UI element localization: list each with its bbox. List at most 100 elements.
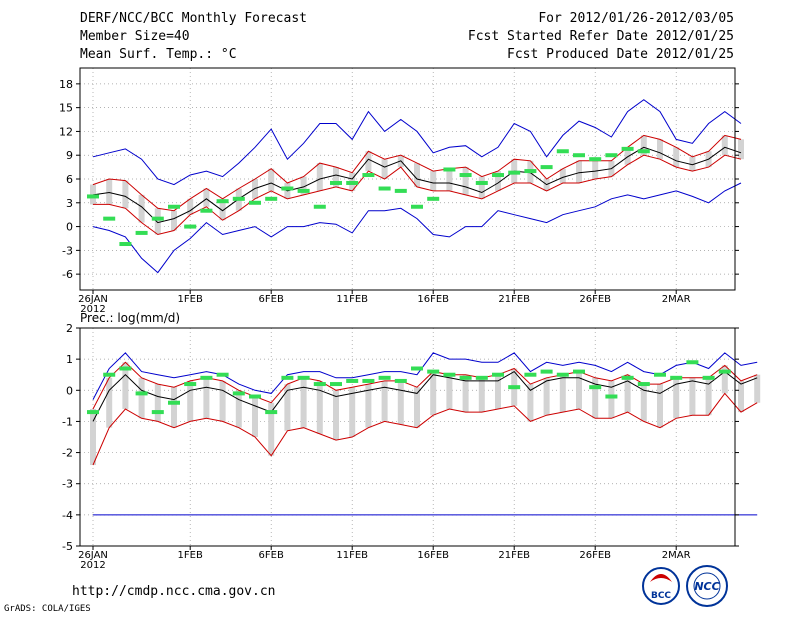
spread-bar (203, 377, 210, 419)
x-tick-label: 6FEB (259, 294, 284, 305)
spread-bar (462, 374, 469, 413)
observed-mark (265, 196, 278, 201)
spread-bar (689, 156, 696, 172)
observed-mark (281, 186, 294, 191)
spread-bar (90, 408, 96, 466)
source-url[interactable]: http://cmdp.ncc.cma.gov.cn (72, 584, 276, 599)
spread-bar (284, 384, 291, 431)
observed-mark (87, 410, 99, 415)
x-tick-label: 26FEB (579, 294, 611, 305)
spread-bar (414, 163, 420, 187)
spread-bar (592, 377, 599, 419)
observed-mark (103, 372, 116, 377)
observed-mark (249, 394, 261, 399)
spread-bar (446, 168, 453, 191)
x-tick-label: 1FEB (178, 550, 203, 561)
observed-mark (249, 200, 261, 205)
y-tick-label: 0 (66, 221, 73, 234)
spread-bar (462, 167, 469, 195)
spread-bar (349, 387, 356, 437)
y-tick-label: -3 (62, 478, 73, 491)
spread-bar (154, 208, 161, 235)
observed-mark (87, 194, 99, 199)
observed-mark (346, 378, 359, 383)
y-tick-label: 9 (66, 149, 73, 162)
spread-bar (495, 374, 501, 409)
x-tick-label: 26JAN (78, 550, 108, 561)
observed-mark (232, 391, 245, 396)
observed-mark (492, 372, 504, 377)
observed-mark (297, 188, 310, 193)
observed-mark (475, 375, 488, 380)
observed-mark (556, 372, 569, 377)
observed-mark (281, 375, 294, 380)
observed-mark (394, 188, 407, 193)
y-tick-label: 18 (59, 78, 73, 91)
spread-bar (608, 380, 615, 419)
y-tick-label: -2 (62, 447, 73, 460)
x-tick-label: 26JAN (78, 294, 108, 305)
member-size: Member Size=40 (80, 29, 190, 44)
observed-mark (573, 369, 585, 374)
spread-bar (559, 168, 566, 183)
spread-bar (171, 387, 177, 428)
observed-mark (184, 382, 197, 387)
y-tick-label: -6 (62, 268, 73, 281)
x-tick-label: 2MAR (662, 550, 691, 561)
observed-mark (540, 165, 553, 170)
observed-mark (492, 173, 504, 178)
spread-bar (754, 374, 761, 403)
bcc-logo-icon (650, 574, 672, 582)
observed-mark (265, 410, 278, 415)
y-tick-label: 15 (59, 102, 73, 115)
observed-mark (556, 149, 569, 154)
y-tick-label: 2 (66, 322, 73, 335)
variable-label: Mean Surf. Temp.: °C (80, 47, 237, 62)
max-line (92, 352, 758, 400)
y-tick-label: 1 (66, 353, 73, 366)
start-date: Fcst Started Refer Date 2012/01/25 (467, 29, 734, 44)
spread-bar (219, 198, 226, 221)
spread-bar (657, 139, 663, 160)
observed-mark (103, 216, 116, 221)
x-tick-label: 6FEB (259, 550, 284, 561)
observed-mark (459, 375, 472, 380)
observed-mark (427, 369, 440, 374)
y-tick-label: 6 (66, 173, 73, 186)
observed-mark (427, 196, 440, 201)
observed-mark (605, 153, 618, 158)
observed-mark (508, 385, 521, 390)
spread-bar (106, 179, 113, 205)
spread-bar (430, 371, 437, 416)
spread-bar (705, 377, 712, 416)
observed-mark (119, 242, 132, 247)
y-tick-label: 0 (66, 384, 73, 397)
observed-mark (637, 149, 650, 154)
spread-bar (235, 390, 242, 428)
spread-bar (624, 374, 631, 413)
spread-bar (219, 380, 226, 422)
observed-mark (119, 366, 132, 371)
spread-bar (576, 371, 582, 409)
spread-bar (268, 402, 275, 456)
y-tick-label: -1 (62, 415, 73, 428)
bcc-logo-text: BCC (651, 591, 671, 601)
x-tick-label: 1FEB (178, 294, 203, 305)
x-tick-sublabel: 2012 (80, 304, 105, 315)
observed-mark (621, 146, 634, 151)
y-tick-label: -5 (62, 540, 73, 553)
observed-mark (346, 180, 359, 185)
spread-bar (381, 159, 388, 179)
spread-bar (721, 135, 728, 156)
min-line (92, 182, 742, 274)
observed-mark (702, 375, 715, 380)
x-tick-label: 26FEB (579, 550, 611, 561)
x-tick-label: 16FEB (417, 550, 449, 561)
observed-mark (168, 204, 180, 209)
observed-mark (313, 204, 326, 209)
observed-mark (313, 382, 326, 387)
observed-mark (151, 216, 164, 221)
observed-mark (330, 382, 342, 387)
observed-mark (135, 230, 148, 235)
